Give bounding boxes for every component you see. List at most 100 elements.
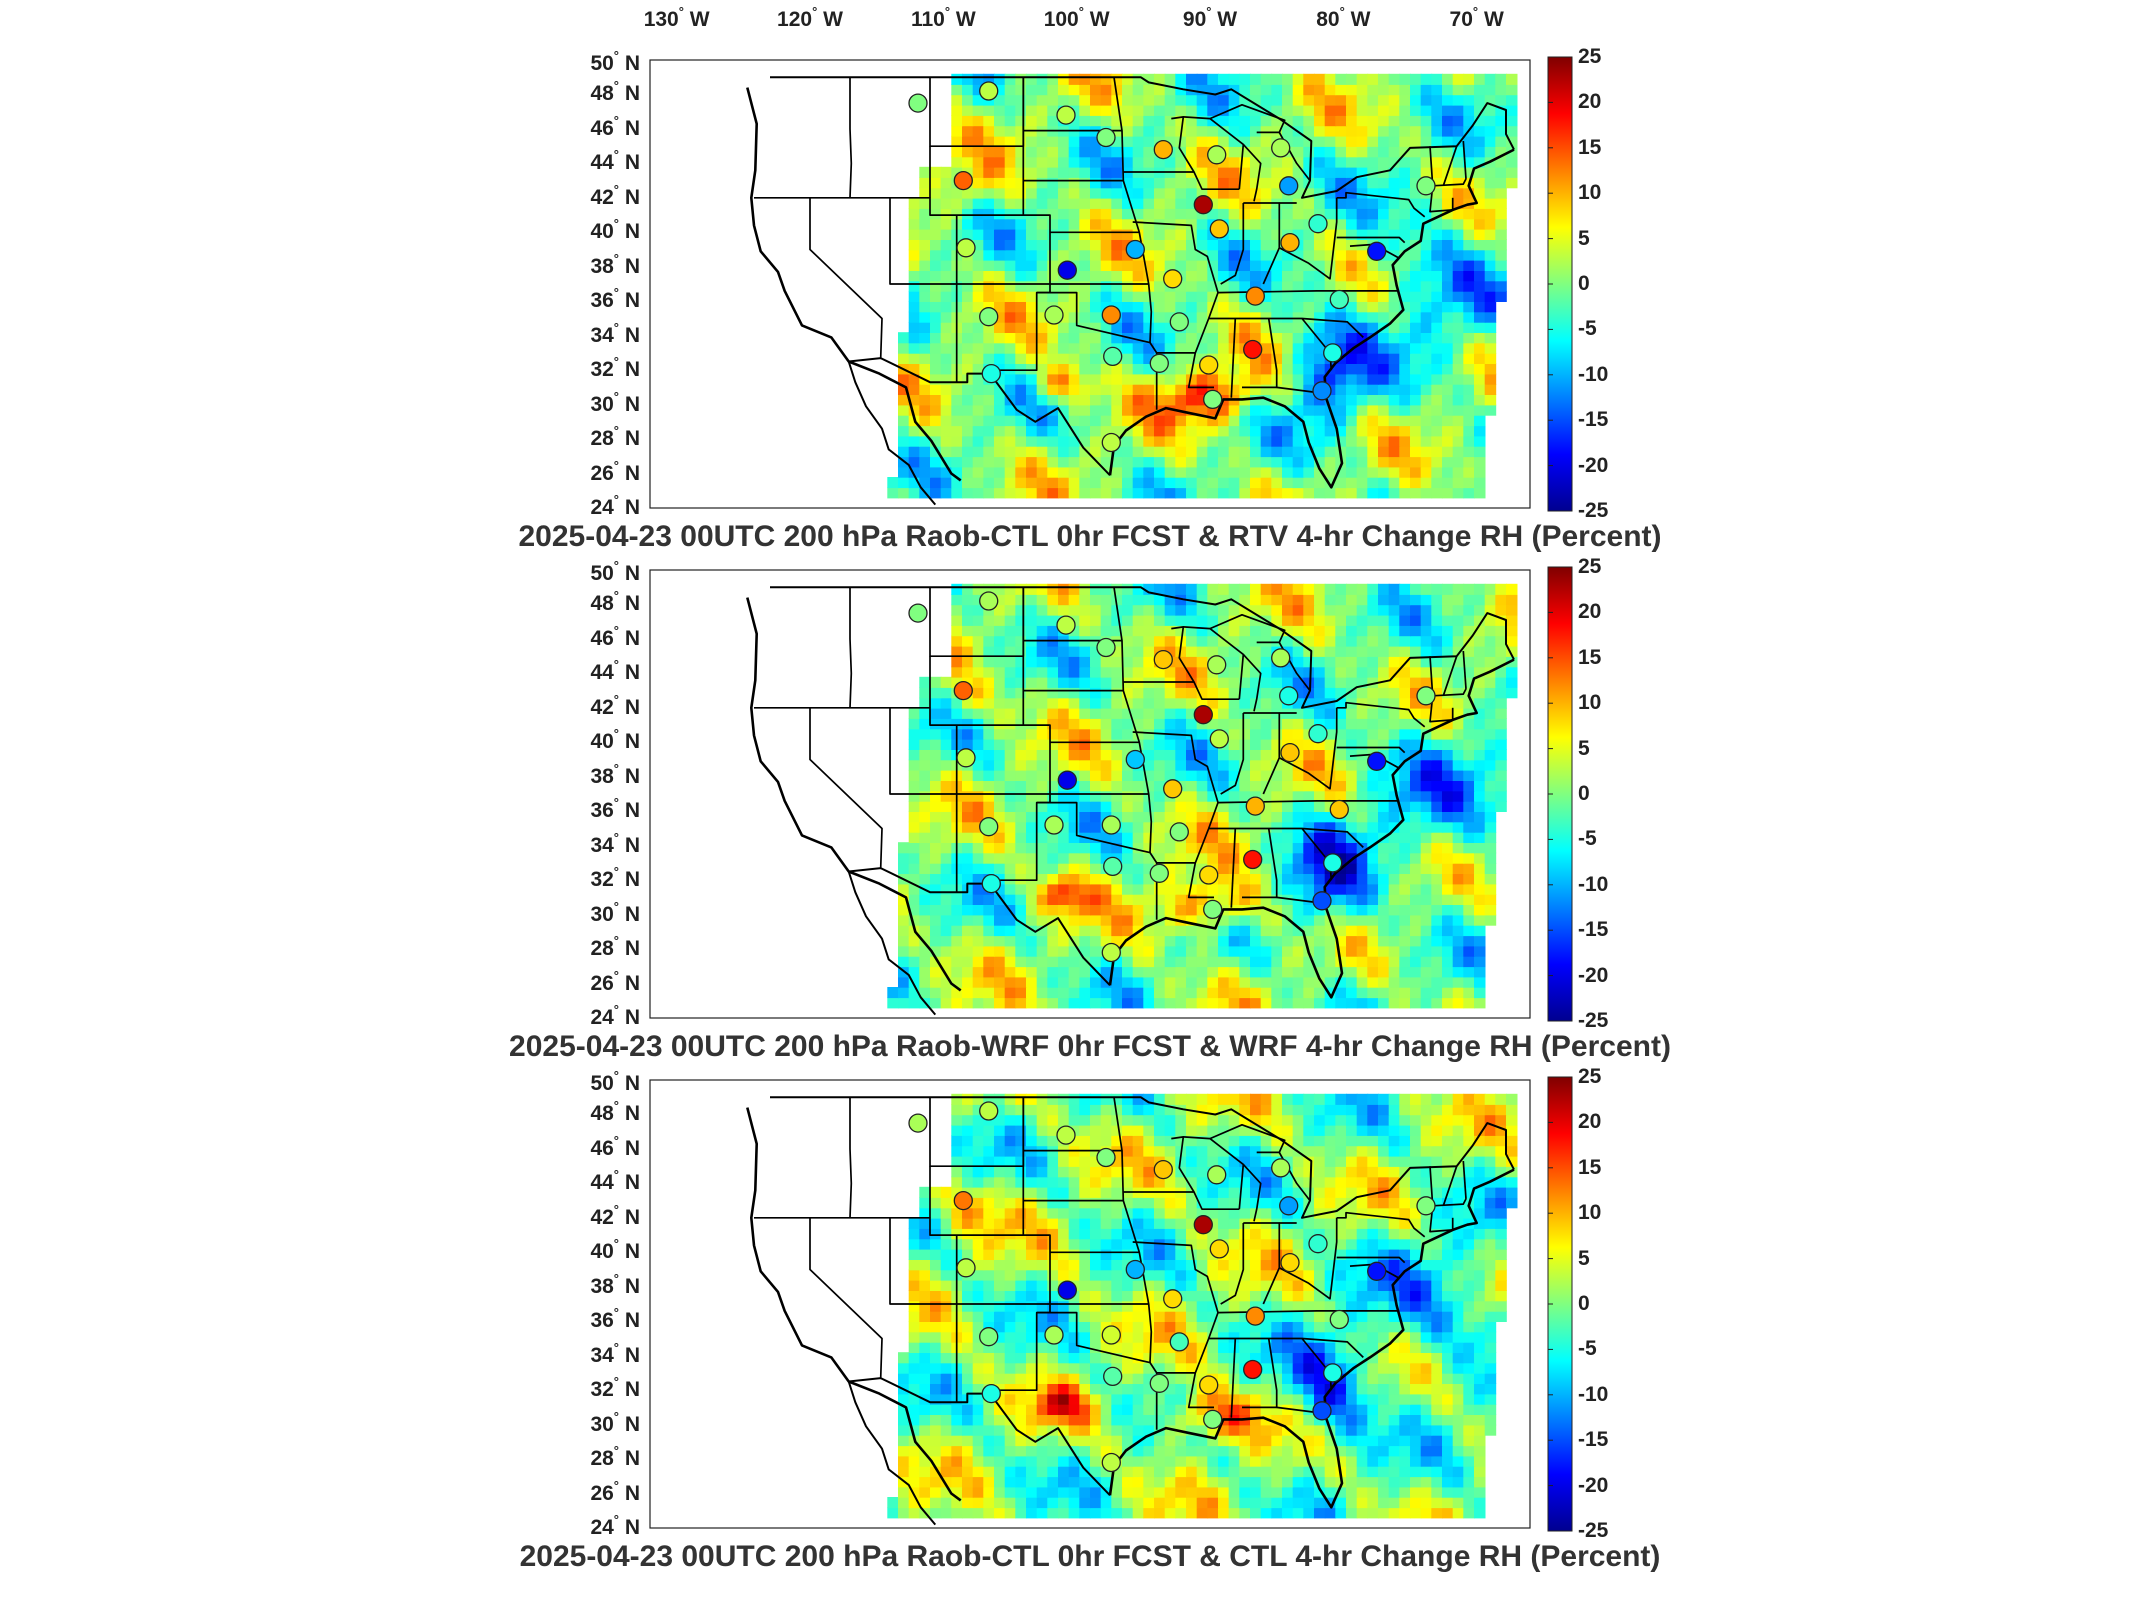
raob-station-marker [1203, 389, 1223, 410]
raob-station-marker [1149, 1373, 1169, 1393]
state-border [1429, 146, 1453, 213]
latitude-label: 28° N [590, 933, 640, 961]
latitude-label: 36° N [590, 1305, 640, 1333]
latitude-label: 50° N [590, 48, 640, 75]
latitude-label: 48° N [590, 1098, 640, 1126]
latitude-label: 28° N [590, 423, 640, 451]
raob-station-marker [1209, 729, 1229, 749]
colorbar-tick-label: 25 [1578, 1065, 1602, 1088]
panel-title: 2025-04-23 00UTC 200 hPa Raob-WRF 0hr FC… [509, 1030, 1671, 1063]
raob-station-marker [1101, 942, 1121, 963]
latitude-label: 42° N [590, 1201, 640, 1229]
state-border [1220, 713, 1245, 795]
raob-station-marker [1193, 195, 1213, 215]
raob-station-marker [1209, 1239, 1229, 1259]
colorbar-tick-label: -20 [1578, 453, 1609, 477]
raob-station-marker [956, 748, 976, 768]
raob-station-marker [1329, 1309, 1349, 1330]
raob-station-marker [1271, 138, 1291, 158]
state-border [1183, 116, 1245, 190]
raob-station-marker [1101, 1325, 1121, 1345]
raob-station-marker [1096, 637, 1116, 658]
latitude-label: 28° N [590, 1443, 640, 1471]
analysis-field [887, 583, 1518, 1009]
raob-station-marker [1125, 749, 1145, 770]
state-border [1113, 1097, 1153, 1363]
state-border [1220, 203, 1245, 285]
latitude-label: 50° N [590, 558, 640, 585]
state-border [1242, 1338, 1278, 1409]
raob-station-marker [1056, 615, 1076, 635]
raob-station-marker [1163, 779, 1183, 799]
baja-coastline [847, 1381, 937, 1526]
raob-station-marker [1308, 214, 1328, 234]
latitude-label: 40° N [590, 216, 640, 244]
colorbar-tick-label: -5 [1578, 1337, 1597, 1361]
raob-station-marker [1153, 1159, 1173, 1180]
state-border [1262, 757, 1281, 795]
colorbar-tick-label: -20 [1578, 963, 1609, 987]
state-border [1462, 1160, 1467, 1199]
colorbar-tick-label: 10 [1578, 181, 1602, 205]
raob-station-marker [1149, 353, 1169, 373]
latitude-label: 50° N [590, 1068, 640, 1095]
raob-station-marker [1329, 799, 1349, 820]
raob-station-marker [1096, 127, 1116, 148]
state-border [809, 1217, 883, 1379]
latitude-label: 48° N [590, 588, 640, 616]
state-border [1217, 290, 1398, 294]
latitude-label: 32° N [590, 864, 640, 892]
canada-border [770, 76, 1515, 199]
latitude-label: 24° N [590, 1512, 640, 1539]
raob-station-marker [1329, 289, 1349, 310]
coastline [746, 87, 962, 482]
coastline [746, 597, 962, 992]
raob-station-marker [979, 81, 999, 101]
latitude-label: 38° N [590, 760, 640, 788]
latitude-label: 38° N [590, 1270, 640, 1298]
latitude-label: 46° N [590, 1132, 640, 1160]
latitude-label: 34° N [590, 829, 640, 857]
colorbar-tick-label: -25 [1578, 499, 1609, 522]
state-border [1242, 318, 1278, 389]
coastline [746, 1107, 962, 1502]
latitude-label: 44° N [590, 147, 640, 175]
colorbar-tick-label: 0 [1578, 272, 1590, 295]
raob-station-marker [1416, 1196, 1436, 1216]
state-border [889, 707, 1149, 795]
colorbar-tick-label: 0 [1578, 782, 1590, 805]
colorbar-tick-label: 5 [1578, 1246, 1590, 1270]
colorbar-tick-label: 10 [1578, 1201, 1602, 1225]
raob-station-marker [1207, 655, 1227, 675]
panel-1 [649, 56, 1573, 512]
raob-station-marker [1125, 239, 1145, 260]
raob-station-marker [1153, 139, 1173, 160]
longitude-label: 70° W [1449, 4, 1504, 31]
canada-border [770, 586, 1515, 709]
raob-station-marker [1207, 145, 1227, 165]
colorbar-tick-label: -15 [1578, 1428, 1609, 1452]
longitude-label: 120° W [777, 4, 843, 31]
raob-station-marker [1096, 1147, 1116, 1168]
state-border [1262, 247, 1281, 285]
latitude-label: 26° N [590, 1477, 640, 1505]
state-border [1336, 1256, 1406, 1264]
state-border [1429, 656, 1453, 723]
state-border [1429, 1166, 1453, 1233]
longitude-label: 110° W [910, 4, 976, 31]
longitude-label: 100° W [1043, 4, 1110, 31]
panel-title: 2025-04-23 00UTC 200 hPa Raob-CTL 0hr FC… [518, 520, 1662, 553]
state-border [1209, 103, 1286, 134]
state-border [1171, 116, 1195, 173]
raob-station-marker [979, 307, 999, 327]
colorbar-tick-label: 15 [1578, 135, 1602, 159]
latitude-label: 36° N [590, 285, 640, 313]
raob-station-marker [981, 873, 1001, 894]
raob-station-marker [1367, 241, 1387, 261]
state-border [1442, 1165, 1458, 1207]
latitude-label: 32° N [590, 1374, 640, 1402]
raob-station-marker [1057, 770, 1077, 790]
state-border [1230, 1338, 1237, 1418]
raob-station-marker [1323, 1363, 1343, 1383]
